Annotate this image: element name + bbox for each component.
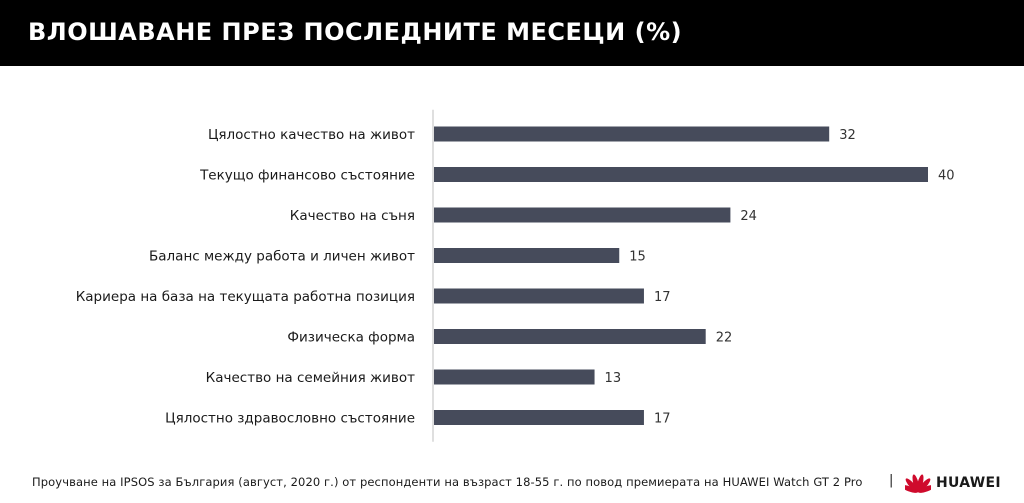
logo-petal <box>905 484 919 493</box>
logo-petal <box>916 474 924 493</box>
data-label: 22 <box>716 331 733 346</box>
header-bar: ВЛОШАВАНЕ ПРЕЗ ПОСЛЕДНИТЕ МЕСЕЦИ (%) <box>0 0 1024 66</box>
bar-chart: Цялостно качество на живот 32 Текущо финан… <box>76 109 955 442</box>
data-label: 15 <box>629 250 646 265</box>
bar <box>434 410 644 425</box>
brand-name: HUAWEI <box>936 475 1001 491</box>
bar <box>434 329 706 344</box>
category-label: Кариера на база на текущата работна пози… <box>76 289 415 305</box>
data-label: 17 <box>654 412 671 427</box>
source-note: Проучване на IPSOS за България (август, … <box>32 475 863 489</box>
data-label: 24 <box>740 209 757 224</box>
bar <box>434 207 731 223</box>
category-label: Качество на съня <box>290 208 415 224</box>
data-label: 17 <box>654 290 671 305</box>
data-label: 40 <box>938 169 955 184</box>
data-label: 13 <box>605 371 622 386</box>
category-label: Цялостно качество на живот <box>208 127 415 143</box>
huawei-logo-icon <box>905 474 931 493</box>
bar <box>434 288 644 304</box>
footer-separator: | <box>889 473 894 488</box>
bar <box>434 369 595 385</box>
category-label: Цялостно здравословно състояние <box>165 411 415 427</box>
bars-layer: Цялостно качество на живот 32 Текущо финан… <box>76 126 955 427</box>
bar <box>434 126 830 142</box>
brand-logo: HUAWEI <box>905 471 1001 495</box>
bar <box>434 248 620 263</box>
category-label: Текущо финансово състояние <box>199 168 415 184</box>
category-label: Баланс между работа и личен живот <box>149 249 415 265</box>
bar <box>434 167 928 182</box>
data-label: 32 <box>839 128 856 143</box>
logo-petal <box>917 484 931 493</box>
category-label: Физическа форма <box>287 330 415 346</box>
footer: Проучване на IPSOS за България (август, … <box>0 462 1024 503</box>
category-label: Качество на семейния живот <box>206 370 415 386</box>
page-title: ВЛОШАВАНЕ ПРЕЗ ПОСЛЕДНИТЕ МЕСЕЦИ (%) <box>28 18 683 46</box>
